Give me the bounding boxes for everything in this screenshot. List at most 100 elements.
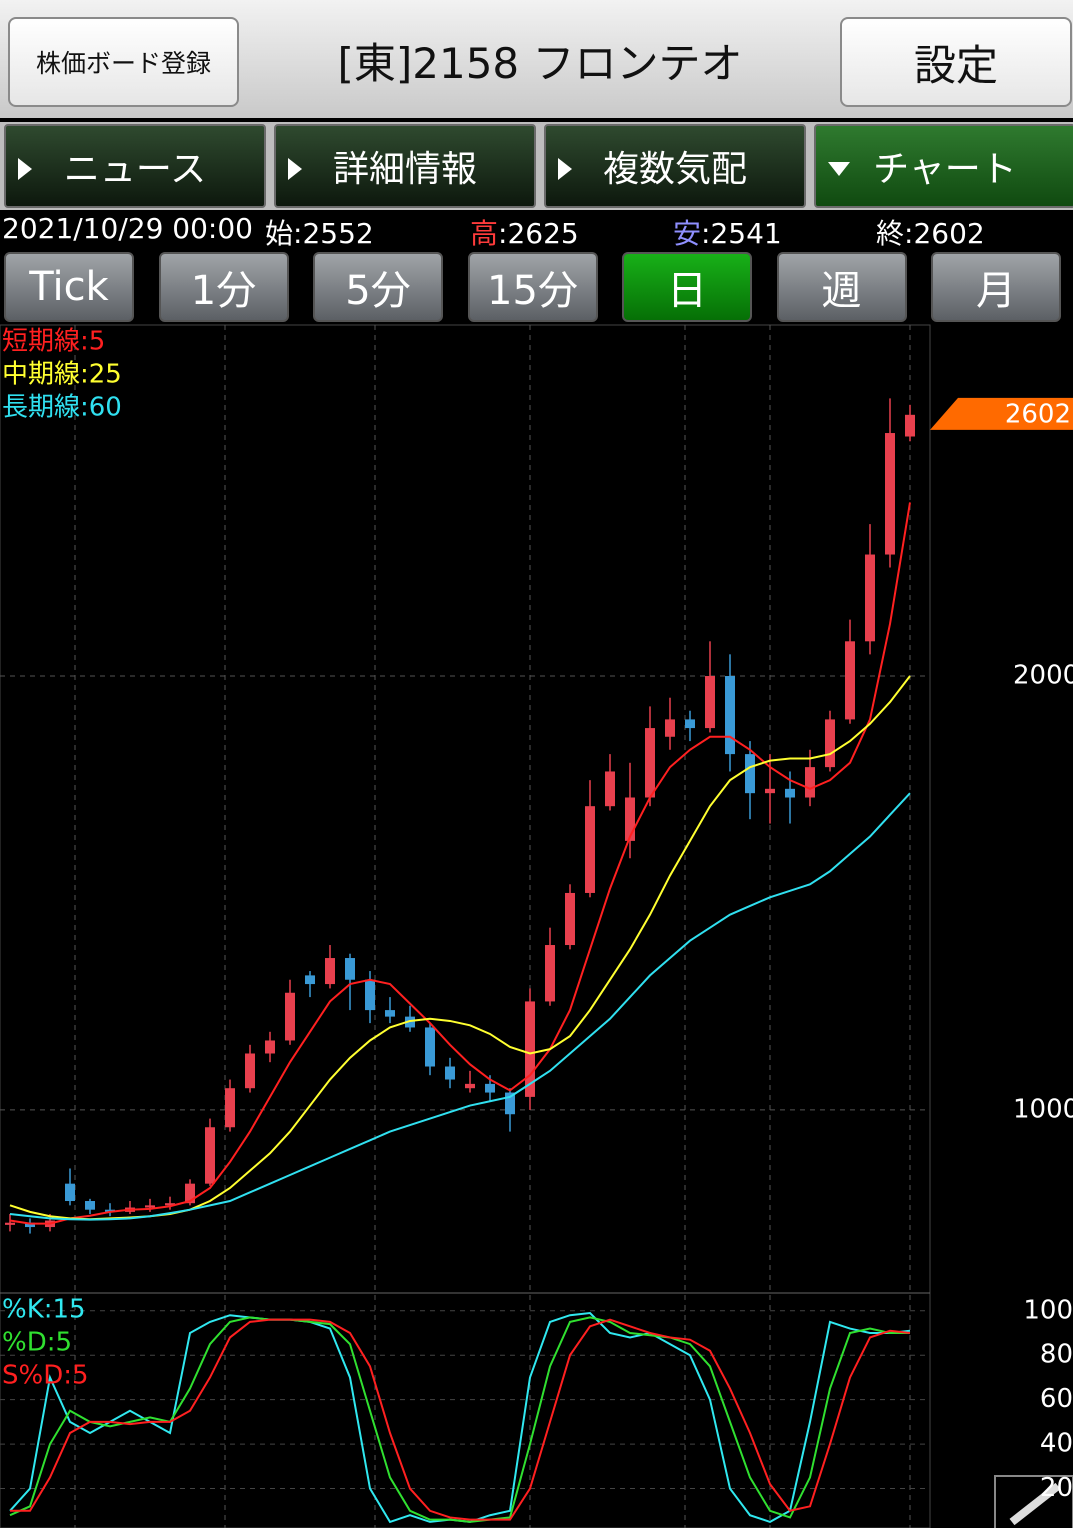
info-label: 終 [876,217,905,250]
candle-body [145,1205,155,1208]
stock-title: [東]2158 フロンテオ [337,39,743,88]
tab[interactable]: ニュース [4,124,266,208]
candle-body [585,806,595,893]
info-separator: : [904,217,914,250]
period-button[interactable]: 日 [622,252,752,322]
info-item: 終:2602 [876,212,985,250]
date: 2021/10/29 00:00 [2,212,253,245]
y-tick-label: 1000 [1013,1094,1073,1124]
y-tick-label: 60 [1040,1384,1073,1414]
info-value: 2602 [913,217,985,250]
candle-body [405,1016,415,1028]
candle-body [225,1088,235,1128]
candle-body [385,1010,395,1017]
legend-entry: 長期線:60 [2,393,122,423]
period-button[interactable]: 月 [931,252,1061,322]
y-tick-label: 80 [1040,1340,1073,1370]
period-button[interactable]: 15分 [467,252,598,322]
y-tick-label: 40 [1040,1429,1073,1459]
info-separator: : [701,217,711,250]
candle-body [745,754,755,794]
candle-body [265,1040,275,1054]
y-tick-label: 100 [1023,1295,1073,1325]
info-label: 安 [673,217,702,250]
candle-body [345,958,355,980]
legend-entry: 短期線:5 [2,327,105,357]
candle-body [545,945,555,1002]
candle-body [825,719,835,768]
candle-body [205,1127,215,1184]
candle-body [565,892,575,946]
last-price-tag [930,397,1073,430]
candle-body [365,979,375,1011]
candle-body [605,771,615,807]
candle-body [105,1209,115,1212]
period-button[interactable]: 週 [776,252,907,322]
candle-body [85,1201,95,1210]
period-button[interactable]: Tick [4,252,134,322]
tab-arrow [558,158,572,180]
candle-body [285,992,295,1041]
tab-arrow [18,158,32,180]
candle-body [525,1001,535,1097]
candle-body [25,1222,35,1228]
tab-arrow [288,158,302,180]
last-price-label: 2602 [1005,399,1071,429]
tab-arrow [828,162,850,176]
y-tick-label: 2000 [1013,661,1073,691]
plot-frame [0,324,931,1528]
tab[interactable]: 複数気配 [544,124,806,208]
info-value: 2541 [710,217,782,250]
y-tick-label: 20 [1040,1473,1073,1503]
candle-body [185,1183,195,1204]
tab-label: ニュース [63,149,207,190]
candle-body [645,728,655,798]
candle-body [845,641,855,720]
candle-body [865,554,875,642]
candle-body [765,788,775,794]
indicator-line [9,675,911,1221]
indicator-line [10,1318,911,1521]
candle-body [505,1092,515,1115]
info-value: 2625 [507,217,579,250]
info-value: 2552 [302,217,374,250]
legend-entry: S%D:5 [2,1361,89,1391]
candle-body [885,433,895,555]
board-button[interactable]: 株価ボード登録 [8,17,239,107]
indicator-line [9,792,911,1221]
candle-body [445,1066,455,1080]
candle-body [905,414,915,437]
candle-body [465,1083,475,1089]
candle-body [485,1083,495,1093]
tab-bar: ニュース 詳細情報 複数気配 チャート [0,122,1073,210]
tab-label: チャート [873,149,1017,190]
candle-body [685,719,695,729]
legend-entry: %D:5 [2,1328,72,1358]
candle-body [805,767,815,798]
info-item: 始:2552 [265,212,374,250]
candle-body [65,1183,75,1202]
candle-body [785,788,795,798]
candle-body [245,1053,255,1089]
tab-label: 複数気配 [602,149,747,190]
tab[interactable]: 詳細情報 [274,124,536,208]
pen-icon [994,1475,1073,1528]
info-label: 高 [470,217,499,250]
legend-entry: 中期線:25 [2,360,122,390]
candle-body [165,1203,175,1206]
period-button[interactable]: 5分 [313,252,443,322]
period-button[interactable]: 1分 [158,252,289,322]
info-item: 高:2625 [470,212,579,250]
info-label: 始 [265,217,294,250]
candle-body [305,975,315,985]
indicator-line [9,1316,910,1523]
settings-button[interactable]: 設定 [840,17,1072,107]
tab[interactable]: チャート [814,124,1073,208]
candle-body [425,1027,435,1067]
candle-body [725,676,735,755]
info-item: 安:2541 [673,212,782,250]
info-separator: : [293,217,303,250]
candle-body [705,676,715,729]
